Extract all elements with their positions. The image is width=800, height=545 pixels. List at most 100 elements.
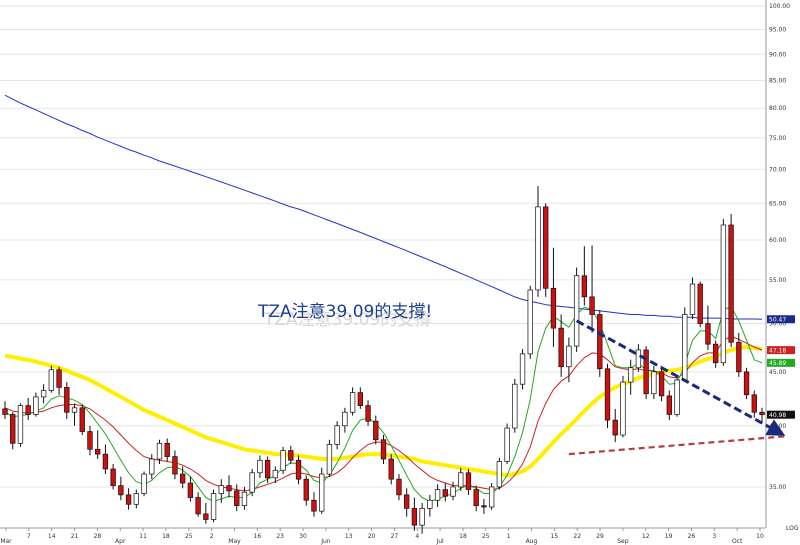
- candle-body-down: [179, 473, 186, 484]
- trendlines: [568, 319, 786, 456]
- candle-body-down: [87, 431, 93, 450]
- candle-body-up: [326, 444, 333, 475]
- candle: [527, 285, 533, 359]
- candle-body-down: [388, 458, 394, 480]
- candle: [705, 305, 711, 350]
- y-tick-label: 50.00: [769, 321, 786, 328]
- x-tick-label: 22: [573, 533, 581, 540]
- y-tick-label: 35.00: [769, 484, 786, 491]
- candle-body-down: [373, 420, 379, 441]
- candle-body-up: [210, 493, 217, 520]
- candle-body-down: [751, 394, 757, 413]
- candle-body-down: [2, 408, 8, 415]
- candle-body-down: [118, 485, 124, 496]
- candle: [419, 502, 425, 534]
- x-tick-label: Apr: [115, 538, 126, 545]
- candle-body-up: [519, 353, 526, 385]
- last-value-badge-bg: [767, 358, 795, 367]
- last-value-badge-text: 50.47: [769, 316, 786, 323]
- candle: [373, 415, 379, 445]
- last-value-badge-text: 45.89: [769, 360, 786, 367]
- last-value-badge-bg: [767, 410, 795, 419]
- candle: [682, 307, 688, 383]
- x-tick-label: 4: [415, 533, 419, 540]
- candle-body-down: [164, 442, 170, 457]
- candle-body-down: [303, 478, 309, 501]
- y-axis: 35.0040.0045.0050.0055.0060.0065.0070.00…: [765, 0, 790, 528]
- candle-body-up: [450, 486, 456, 497]
- candle: [118, 476, 124, 501]
- last-value-badge-bg: [767, 346, 795, 355]
- candle: [311, 492, 317, 517]
- candle-body-down: [604, 368, 611, 421]
- candle-body-up: [241, 491, 248, 506]
- candle-body-up: [496, 461, 503, 488]
- x-tick-label: May: [228, 538, 241, 545]
- y-tick-label: 85.00: [769, 77, 786, 84]
- candle-body-up: [635, 349, 642, 369]
- candle-body-up: [257, 459, 263, 474]
- x-tick-label: 13: [345, 533, 353, 540]
- x-tick-label: 25: [482, 533, 490, 540]
- candle: [689, 277, 696, 319]
- candle-body-up: [674, 379, 680, 415]
- candle: [179, 466, 186, 489]
- candle: [218, 479, 224, 503]
- candle: [349, 387, 356, 416]
- candle-body-down: [295, 459, 302, 480]
- candle: [566, 337, 572, 383]
- candle-body-down: [396, 478, 402, 496]
- candle: [411, 497, 418, 531]
- candle: [736, 332, 742, 377]
- candle: [573, 267, 580, 352]
- candle: [751, 390, 757, 418]
- candle-body-down: [442, 489, 448, 497]
- candle: [156, 439, 163, 464]
- candle: [249, 468, 255, 497]
- x-tick-label: 16: [254, 533, 262, 540]
- candle-body-up: [566, 345, 572, 368]
- candle: [95, 430, 101, 460]
- candle: [357, 387, 363, 409]
- candle: [133, 489, 139, 509]
- x-tick-label: 19: [665, 533, 673, 540]
- x-tick-label: Sep: [617, 538, 629, 545]
- candle: [365, 400, 371, 426]
- x-tick-label: 3: [712, 533, 716, 540]
- annotation-shadow: TZA注意39.09的支撐: [263, 310, 431, 330]
- candle-body-down: [759, 411, 765, 416]
- candle-body-up: [535, 206, 541, 291]
- candle: [396, 474, 402, 501]
- candle-body-down: [465, 472, 472, 490]
- x-tick-label: 30: [299, 533, 307, 540]
- candle: [241, 486, 248, 510]
- candle-body-down: [543, 206, 549, 289]
- candle: [743, 367, 750, 400]
- candle-body-down: [643, 349, 649, 395]
- x-tick-label: 7: [27, 533, 31, 540]
- candle-body-down: [264, 459, 271, 479]
- last-value-badge: 50.47: [767, 315, 795, 323]
- candle: [334, 421, 340, 450]
- candle-body-down: [697, 283, 703, 324]
- last-value-badge: 47.18: [767, 346, 795, 354]
- candle: [303, 475, 309, 506]
- candle-body-up: [620, 381, 626, 436]
- candle: [110, 463, 116, 490]
- candle: [40, 384, 47, 404]
- candle-body-down: [743, 371, 750, 396]
- candle-body-up: [141, 473, 147, 494]
- candle-body-down: [589, 296, 595, 315]
- candle: [404, 488, 410, 517]
- x-tick-label: Aug: [526, 538, 538, 545]
- y-tick-label: 70.00: [769, 166, 786, 173]
- candle: [388, 454, 394, 485]
- candle: [48, 365, 55, 393]
- candle-body-down: [56, 369, 62, 388]
- candle: [342, 407, 348, 433]
- candle: [504, 423, 510, 464]
- candle-body-up: [319, 473, 325, 512]
- candle: [581, 246, 588, 306]
- candle: [512, 378, 518, 433]
